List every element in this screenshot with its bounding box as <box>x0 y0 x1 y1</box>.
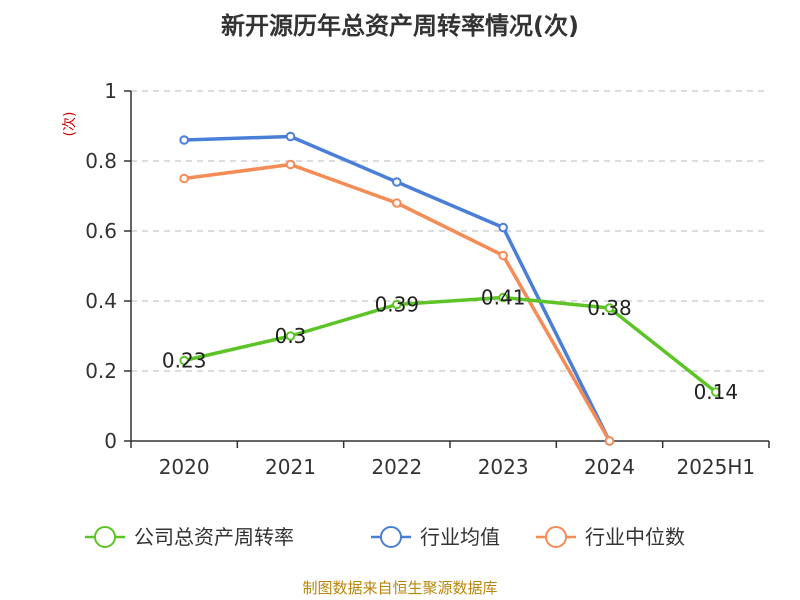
y-tick-label: 0.4 <box>85 289 117 313</box>
data-point <box>498 222 508 233</box>
legend-marker <box>380 526 402 548</box>
data-point <box>498 250 508 261</box>
data-point <box>392 198 402 208</box>
x-tick-label: 2025H1 <box>676 455 755 479</box>
data-point <box>285 159 296 170</box>
data-point <box>604 303 615 313</box>
chart-title: 新开源历年总资产周转率情况(次) <box>221 12 579 40</box>
legend-marker <box>545 526 567 548</box>
data-point <box>392 299 402 310</box>
data-label: 0.23 <box>162 349 207 373</box>
data-point <box>285 131 296 142</box>
legend-item[interactable]: 行业均值 <box>371 525 500 549</box>
source-note: 制图数据来自恒生聚源数据库 <box>302 579 497 597</box>
y-axis-unit: (次) <box>62 112 78 137</box>
data-point <box>604 436 615 446</box>
y-tick-label: 0.2 <box>85 359 117 383</box>
axes: 0 0.2 0.4 0.6 0.8 1 2020 2021 2022 2023 2024 2025H1 <box>85 79 770 479</box>
legend-label: 行业均值 <box>420 525 500 549</box>
data-label: 0.41 <box>481 286 526 310</box>
data-point <box>179 355 189 366</box>
x-tick-label: 2021 <box>265 455 316 479</box>
data-point <box>285 331 296 341</box>
x-tick-label: 2022 <box>371 455 422 479</box>
legend-label: 行业中位数 <box>585 525 685 549</box>
x-tick-label: 2024 <box>584 455 635 479</box>
data-point <box>498 292 508 303</box>
legend-item[interactable]: 公司总资产周转率 <box>85 525 294 549</box>
y-tick-label: 0.8 <box>85 149 117 173</box>
data-point <box>392 177 402 187</box>
x-tick-label: 2023 <box>478 455 529 479</box>
data-labels: 0.23 0.3 0.39 0.41 0.38 0.14 <box>162 286 738 405</box>
y-tick-label: 0.6 <box>85 219 117 243</box>
y-tick-label: 1 <box>104 79 117 103</box>
legend-label: 公司总资产周转率 <box>134 525 294 549</box>
legend-item[interactable]: 行业中位数 <box>536 525 685 549</box>
series-line <box>183 295 717 394</box>
legend-marker <box>94 526 116 548</box>
data-point <box>711 387 721 397</box>
data-label: 0.14 <box>694 380 739 404</box>
data-point <box>179 173 189 184</box>
data-label: 0.39 <box>375 293 420 317</box>
data-label: 0.3 <box>275 324 307 348</box>
y-tick-label: 0 <box>104 429 117 453</box>
legend[interactable]: 公司总资产周转率 行业均值 行业中位数 <box>85 525 685 549</box>
x-tick-label: 2020 <box>159 455 210 479</box>
series-lines <box>179 131 721 446</box>
data-label: 0.38 <box>587 296 632 320</box>
data-point <box>179 135 189 145</box>
